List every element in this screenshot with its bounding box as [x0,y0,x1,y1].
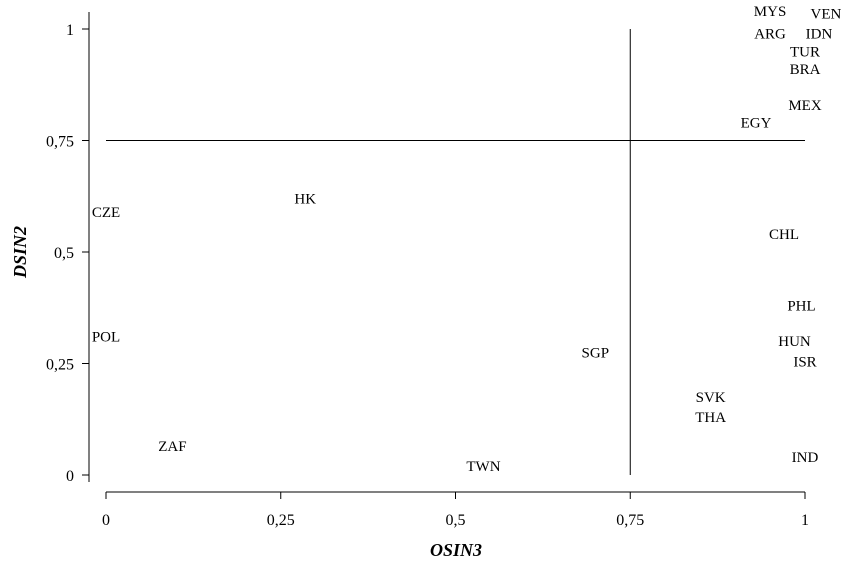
data-points: MYS VEN ARG IDN TUR BRA MEX EGY HK CZE CHL PHL POL HU… [92,4,842,475]
reference-lines [106,29,805,475]
point-label-zaf: ZAF [158,439,186,455]
point-label-hk: HK [294,191,316,207]
point-label-idn: IDN [806,26,833,42]
y-tick-label: 0,5 [54,245,74,262]
point-label-svk: SVK [696,390,726,406]
point-label-phl: PHL [787,299,815,315]
y-tick-label: 0,25 [46,357,74,374]
point-label-sgp: SGP [582,345,610,361]
point-label-tha: THA [695,410,726,426]
point-label-ven: VEN [811,6,842,22]
point-label-arg: ARG [754,26,786,42]
x-tick-label: 0,75 [616,512,644,529]
x-tick-label: 0,25 [267,512,295,529]
x-tick-label: 0 [102,512,110,529]
point-label-ind: IND [792,450,819,466]
point-label-bra: BRA [790,62,821,78]
point-label-chl: CHL [769,227,799,243]
y-tick-label: 0 [66,468,74,485]
point-label-egy: EGY [741,116,772,132]
point-label-mys: MYS [754,4,787,20]
point-label-hun: HUN [778,334,811,350]
y-tick-label: 1 [66,22,74,39]
point-label-isr: ISR [793,354,816,370]
x-tick-label: 1 [801,512,809,529]
y-tick-label: 0,75 [46,134,74,151]
x-tick-label: 0,5 [446,512,466,529]
y-axis-title: DSIN2 [10,226,30,279]
point-label-pol: POL [92,330,120,346]
point-label-cze: CZE [92,205,120,221]
point-label-mex: MEX [788,98,822,114]
point-label-twn: TWN [466,459,500,475]
point-label-tur: TUR [790,44,820,60]
axes: 0 0,25 0,5 0,75 1 0 0,25 0,5 0,75 1 [46,12,809,529]
x-axis-title: OSIN3 [430,540,482,560]
